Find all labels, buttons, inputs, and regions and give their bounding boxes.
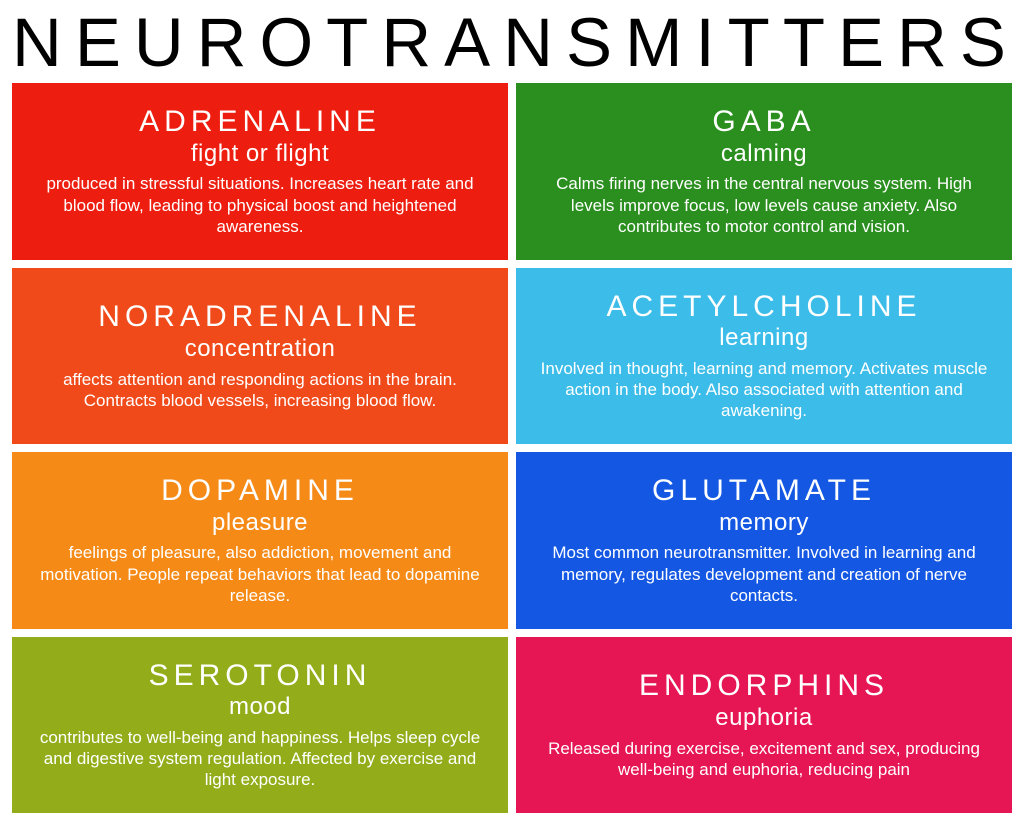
card-name: SEROTONIN <box>30 659 490 694</box>
card-adrenaline: ADRENALINE fight or flight produced in s… <box>12 83 508 260</box>
card-name: NORADRENALINE <box>30 300 490 335</box>
card-subtitle: learning <box>534 324 994 352</box>
card-subtitle: euphoria <box>534 704 994 732</box>
card-name: ADRENALINE <box>30 105 490 140</box>
card-description: contributes to well-being and happiness.… <box>30 727 490 791</box>
card-name: DOPAMINE <box>30 474 490 509</box>
card-endorphins: ENDORPHINS euphoria Released during exer… <box>516 637 1012 814</box>
card-description: Involved in thought, learning and memory… <box>534 358 994 422</box>
card-name: GLUTAMATE <box>534 474 994 509</box>
card-description: Calms firing nerves in the central nervo… <box>534 173 994 237</box>
card-acetylcholine: ACETYLCHOLINE learning Involved in thoug… <box>516 268 1012 445</box>
card-subtitle: pleasure <box>30 509 490 537</box>
card-name: GABA <box>534 105 994 140</box>
card-description: affects attention and responding actions… <box>30 369 490 412</box>
card-dopamine: DOPAMINE pleasure feelings of pleasure, … <box>12 452 508 629</box>
card-description: produced in stressful situations. Increa… <box>30 173 490 237</box>
infographic-page: NEUROTRANSMITTERS ADRENALINE fight or fl… <box>0 0 1024 823</box>
card-grid: ADRENALINE fight or flight produced in s… <box>12 83 1012 813</box>
card-subtitle: memory <box>534 509 994 537</box>
card-gaba: GABA calming Calms firing nerves in the … <box>516 83 1012 260</box>
card-name: ACETYLCHOLINE <box>534 290 994 325</box>
card-subtitle: mood <box>30 693 490 721</box>
card-description: Released during exercise, excitement and… <box>534 738 994 781</box>
card-subtitle: concentration <box>30 335 490 363</box>
card-glutamate: GLUTAMATE memory Most common neurotransm… <box>516 452 1012 629</box>
card-name: ENDORPHINS <box>534 669 994 704</box>
card-description: feelings of pleasure, also addiction, mo… <box>30 542 490 606</box>
card-subtitle: fight or flight <box>30 140 490 168</box>
card-description: Most common neurotransmitter. Involved i… <box>534 542 994 606</box>
page-title: NEUROTRANSMITTERS <box>12 6 1012 83</box>
card-serotonin: SEROTONIN mood contributes to well-being… <box>12 637 508 814</box>
card-noradrenaline: NORADRENALINE concentration affects atte… <box>12 268 508 445</box>
card-subtitle: calming <box>534 140 994 168</box>
